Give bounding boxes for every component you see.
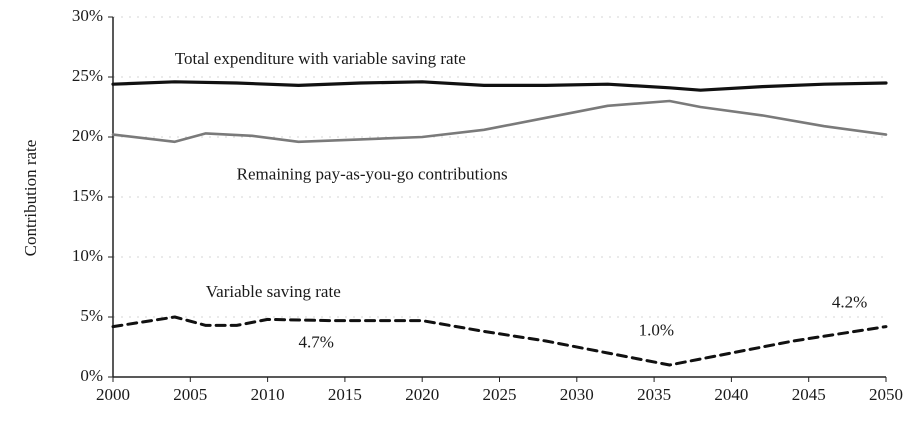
data-label-4-2: 4.2% <box>832 293 867 312</box>
x-tick-label: 2050 <box>869 385 903 404</box>
y-tick-label: 20% <box>72 126 103 145</box>
series-total-expenditure-line <box>111 80 888 92</box>
data-label-4-7: 4.7% <box>299 332 334 351</box>
series-remaining-paygo-line <box>111 99 888 144</box>
series-variable-saving-rate-line <box>111 315 888 367</box>
annotation-total-expenditure: Total expenditure with variable saving r… <box>175 49 466 68</box>
annotations: Total expenditure with variable saving r… <box>175 49 867 351</box>
x-tick-labels: 2000 2005 2010 2015 2020 2025 2030 2035 2040 2045… <box>96 385 903 404</box>
y-tick-label: 0% <box>80 366 103 385</box>
x-tick-label: 2040 <box>714 385 748 404</box>
axes <box>108 16 887 382</box>
annotation-remaining-paygo: Remaining pay-as-you-go contributions <box>237 164 508 183</box>
data-label-1-0: 1.0% <box>639 320 674 339</box>
y-tick-labels: 0% 5% 10% 15% 20% 25% 30% <box>72 6 103 385</box>
y-axis-title: Contribution rate <box>21 140 40 257</box>
x-tick-label: 2020 <box>405 385 439 404</box>
x-tick-label: 2035 <box>637 385 671 404</box>
gridlines <box>113 16 886 318</box>
x-tick-label: 2015 <box>328 385 362 404</box>
y-tick-label: 25% <box>72 66 103 85</box>
x-tick-label: 2025 <box>483 385 517 404</box>
series-lines <box>111 80 888 367</box>
x-tick-label: 2000 <box>96 385 130 404</box>
x-tick-label: 2045 <box>792 385 826 404</box>
x-tick-label: 2010 <box>251 385 285 404</box>
annotation-variable-saving-rate: Variable saving rate <box>206 282 341 301</box>
y-tick-label: 5% <box>80 306 103 325</box>
y-tick-label: 15% <box>72 186 103 205</box>
x-tick-label: 2005 <box>173 385 207 404</box>
y-tick-label: 10% <box>72 246 103 265</box>
x-tick-label: 2030 <box>560 385 594 404</box>
y-tick-label: 30% <box>72 6 103 25</box>
